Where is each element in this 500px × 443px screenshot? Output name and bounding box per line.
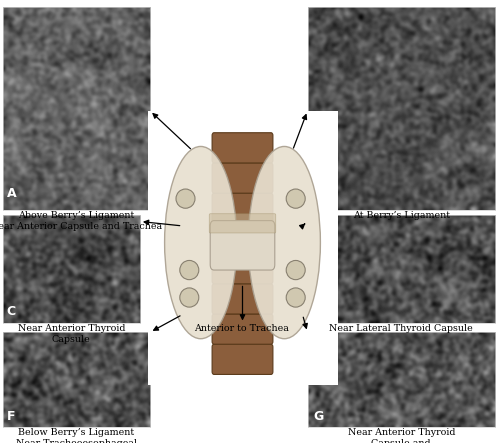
Ellipse shape bbox=[286, 260, 305, 280]
FancyBboxPatch shape bbox=[212, 253, 273, 284]
FancyBboxPatch shape bbox=[212, 193, 273, 223]
Text: Below Berry’s Ligament
Near Tracheoesophageal
Groove: Below Berry’s Ligament Near Tracheoesoph… bbox=[16, 428, 137, 443]
Text: Near Anterior Thyroid
Capsule: Near Anterior Thyroid Capsule bbox=[18, 324, 125, 344]
Text: E: E bbox=[313, 305, 322, 318]
Ellipse shape bbox=[286, 288, 305, 307]
Text: Near Lateral Thyroid Capsule: Near Lateral Thyroid Capsule bbox=[330, 324, 473, 333]
FancyBboxPatch shape bbox=[212, 314, 273, 344]
Text: B: B bbox=[313, 187, 322, 200]
Text: Above Berry’s Ligament
Near Anterior Capsule and Trachea: Above Berry’s Ligament Near Anterior Cap… bbox=[0, 211, 162, 231]
Text: A: A bbox=[7, 187, 16, 200]
Text: Anterior to Trachea: Anterior to Trachea bbox=[194, 324, 288, 333]
Text: C: C bbox=[6, 305, 16, 318]
Ellipse shape bbox=[180, 260, 199, 280]
FancyBboxPatch shape bbox=[212, 344, 273, 374]
FancyBboxPatch shape bbox=[210, 221, 275, 270]
Text: At Berry’s Ligament: At Berry’s Ligament bbox=[353, 211, 450, 220]
Text: G: G bbox=[313, 410, 324, 423]
Ellipse shape bbox=[176, 189, 195, 208]
FancyBboxPatch shape bbox=[209, 214, 276, 233]
Text: F: F bbox=[7, 410, 16, 423]
Ellipse shape bbox=[286, 189, 305, 208]
Text: Near Anterior Thyroid
Capsule and
Tracheoesophageal Groove: Near Anterior Thyroid Capsule and Trache… bbox=[336, 428, 467, 443]
Text: D: D bbox=[153, 302, 164, 315]
Ellipse shape bbox=[164, 147, 237, 339]
FancyBboxPatch shape bbox=[212, 223, 273, 253]
FancyBboxPatch shape bbox=[212, 133, 273, 163]
FancyBboxPatch shape bbox=[212, 163, 273, 193]
FancyBboxPatch shape bbox=[212, 284, 273, 314]
Ellipse shape bbox=[248, 147, 320, 339]
Ellipse shape bbox=[180, 288, 199, 307]
